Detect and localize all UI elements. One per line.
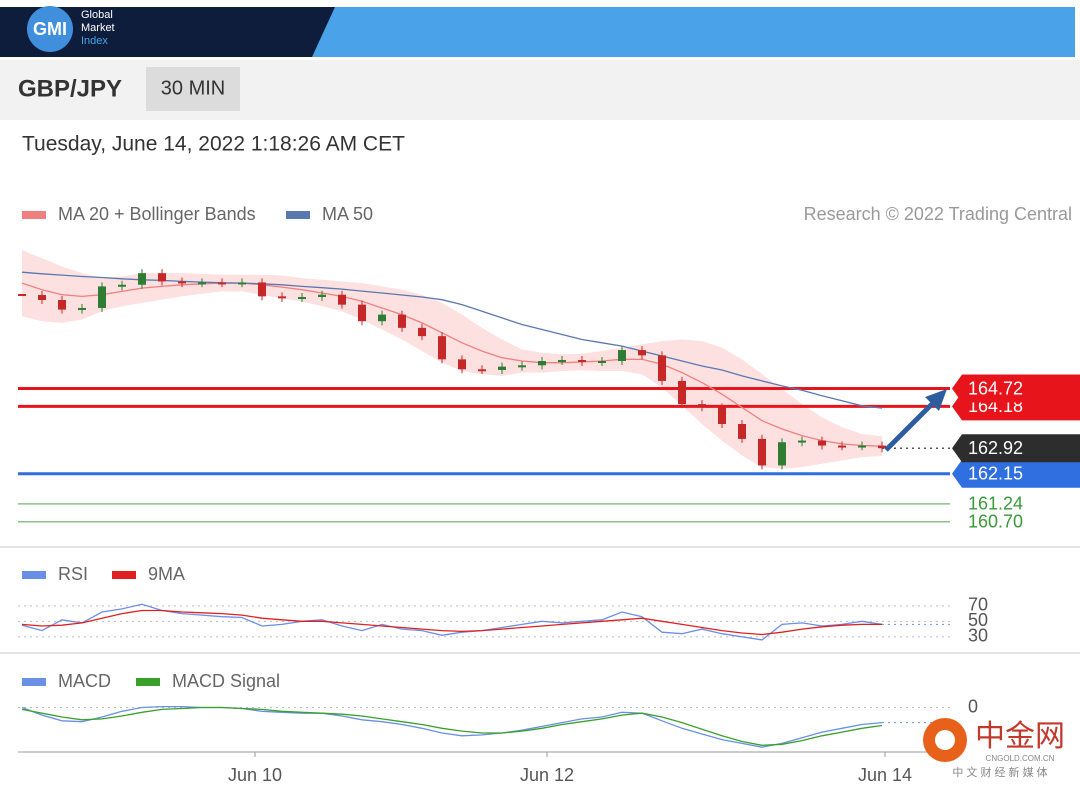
level-box — [952, 374, 1080, 403]
candle — [598, 361, 606, 364]
candle — [558, 360, 566, 363]
candle — [718, 407, 726, 424]
legend-label: MA 50 — [322, 204, 373, 224]
legend-swatch — [22, 211, 46, 219]
trend-arrow — [884, 389, 947, 452]
candle — [398, 314, 406, 328]
legend-label: MA 20 + Bollinger Bands — [58, 204, 256, 224]
y-tick-label: 50 — [968, 610, 988, 630]
candle — [578, 360, 586, 363]
candle — [418, 327, 426, 337]
candle — [98, 286, 106, 308]
legend-label: RSI — [58, 564, 88, 584]
candle — [118, 284, 126, 287]
candle — [78, 307, 86, 310]
watermark: 中金网 CNGOLD.COM.CN 中 文 财 经 新 媒 体 — [923, 718, 1065, 779]
candle — [518, 365, 526, 368]
level-label: 162.92 — [968, 438, 1023, 458]
series-line — [21, 705, 883, 748]
watermark-name: 中金网 — [975, 720, 1065, 753]
candle — [798, 440, 806, 443]
y-tick-label: 30 — [968, 626, 988, 646]
candle — [618, 350, 626, 362]
y-tick-label: 70 — [968, 595, 988, 615]
series-line — [21, 706, 883, 746]
candle — [198, 282, 206, 285]
brand: Market — [81, 22, 115, 34]
candle — [458, 359, 466, 370]
x-tick-label: Jun 10 — [228, 765, 282, 785]
interval-button[interactable] — [146, 67, 240, 111]
candle — [438, 336, 446, 360]
level-label: 161.24 — [968, 494, 1023, 514]
candle — [538, 361, 546, 366]
candle — [318, 294, 326, 298]
series-line — [21, 609, 882, 636]
candle — [638, 350, 646, 356]
candle — [158, 273, 166, 282]
candle — [218, 282, 226, 285]
legend-swatch — [22, 571, 46, 579]
legend-swatch — [286, 211, 310, 219]
logo-circle — [27, 6, 73, 52]
level-box — [952, 459, 1080, 488]
candle — [478, 369, 486, 372]
level-label: 164.72 — [968, 378, 1023, 398]
watermark-logo — [935, 730, 955, 750]
candle — [698, 404, 706, 408]
watermark-site: CNGOLD.COM.CN — [986, 754, 1055, 763]
level-label: 160.70 — [968, 512, 1023, 532]
legend-swatch — [136, 678, 160, 686]
candle — [678, 380, 686, 405]
brand: Index — [81, 35, 108, 47]
interval[interactable]: 30 MIN — [161, 77, 225, 99]
candle — [658, 355, 666, 381]
candle — [378, 314, 386, 322]
candle — [258, 282, 266, 297]
bollinger-band — [22, 249, 882, 469]
header-band — [290, 7, 1075, 57]
candle — [238, 282, 246, 285]
candle — [298, 297, 306, 300]
timestamp: Tuesday, June 14, 2022 1:18:26 AM CET — [22, 133, 405, 156]
candle — [878, 445, 886, 449]
brand: Global — [81, 9, 113, 21]
x-tick-label: Jun 14 — [858, 765, 912, 785]
candle — [38, 295, 46, 301]
series-line — [21, 282, 883, 447]
candle — [818, 440, 826, 446]
level-label: 162.15 — [968, 463, 1023, 483]
legend-label: MACD — [58, 671, 111, 691]
candle — [778, 442, 786, 466]
candle — [138, 273, 146, 285]
candle — [278, 296, 286, 299]
candle — [858, 445, 866, 448]
candle — [738, 423, 746, 439]
header-dark — [0, 7, 335, 57]
y-tick-label: 0 — [968, 696, 978, 716]
x-tick-label: Jun 12 — [520, 765, 574, 785]
level-box — [952, 434, 1080, 463]
legend-label: MACD Signal — [172, 671, 280, 691]
legend-swatch — [112, 571, 136, 579]
arrow-head — [925, 389, 947, 411]
arrow-shaft — [884, 399, 937, 452]
candle — [58, 300, 66, 310]
legend-swatch — [22, 678, 46, 686]
candle — [18, 294, 26, 297]
candle — [758, 438, 766, 466]
candle — [338, 294, 346, 305]
attribution: Research © 2022 Trading Central — [804, 204, 1072, 224]
candle — [498, 366, 506, 370]
candle — [358, 304, 366, 322]
watermark-slogan: 中 文 财 经 新 媒 体 — [952, 765, 1047, 779]
candle — [178, 281, 186, 284]
logo: GMI — [33, 19, 67, 39]
candle — [838, 445, 846, 448]
symbol: GBP/JPY — [18, 75, 122, 102]
legend-label: 9MA — [148, 564, 185, 584]
